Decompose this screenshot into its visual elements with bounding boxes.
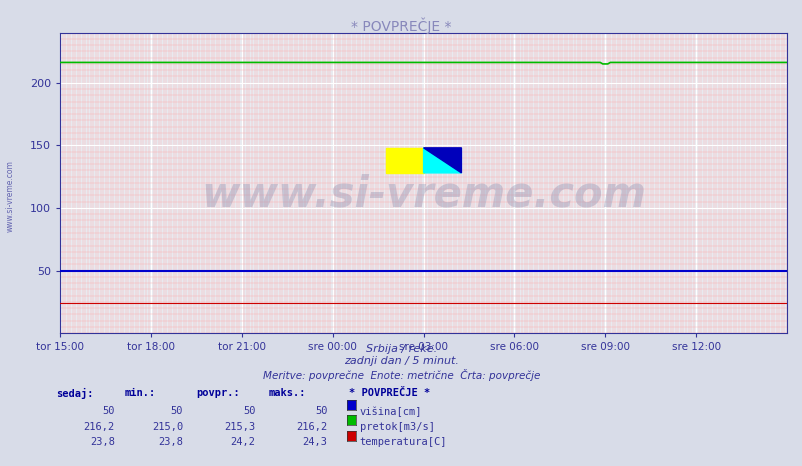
Text: sedaj:: sedaj: — [56, 388, 94, 399]
Text: 50: 50 — [170, 406, 183, 416]
Text: maks.:: maks.: — [269, 388, 306, 397]
Text: * POVPREČJE *: * POVPREČJE * — [350, 18, 452, 34]
Text: min.:: min.: — [124, 388, 156, 397]
Text: 24,3: 24,3 — [302, 437, 327, 447]
Text: 50: 50 — [314, 406, 327, 416]
Text: povpr.:: povpr.: — [196, 388, 240, 397]
Text: www.si-vreme.com: www.si-vreme.com — [6, 160, 15, 232]
Text: 24,2: 24,2 — [230, 437, 255, 447]
Text: zadnji dan / 5 minut.: zadnji dan / 5 minut. — [343, 356, 459, 366]
Text: 216,2: 216,2 — [296, 422, 327, 432]
Text: Srbija / reke.: Srbija / reke. — [366, 344, 436, 354]
Text: 23,8: 23,8 — [90, 437, 115, 447]
Text: www.si-vreme.com: www.si-vreme.com — [200, 174, 646, 216]
Text: 23,8: 23,8 — [158, 437, 183, 447]
Text: 216,2: 216,2 — [83, 422, 115, 432]
Text: pretok[m3/s]: pretok[m3/s] — [359, 422, 434, 432]
Text: 50: 50 — [242, 406, 255, 416]
Polygon shape — [423, 148, 461, 173]
Bar — [385, 148, 423, 173]
Text: * POVPREČJE *: * POVPREČJE * — [349, 388, 430, 397]
Text: višina[cm]: višina[cm] — [359, 406, 422, 417]
Text: 215,0: 215,0 — [152, 422, 183, 432]
Polygon shape — [423, 148, 461, 173]
Text: 50: 50 — [102, 406, 115, 416]
Text: 215,3: 215,3 — [224, 422, 255, 432]
Text: Meritve: povprečne  Enote: metrične  Črta: povprečje: Meritve: povprečne Enote: metrične Črta:… — [262, 369, 540, 381]
Text: temperatura[C]: temperatura[C] — [359, 437, 447, 447]
